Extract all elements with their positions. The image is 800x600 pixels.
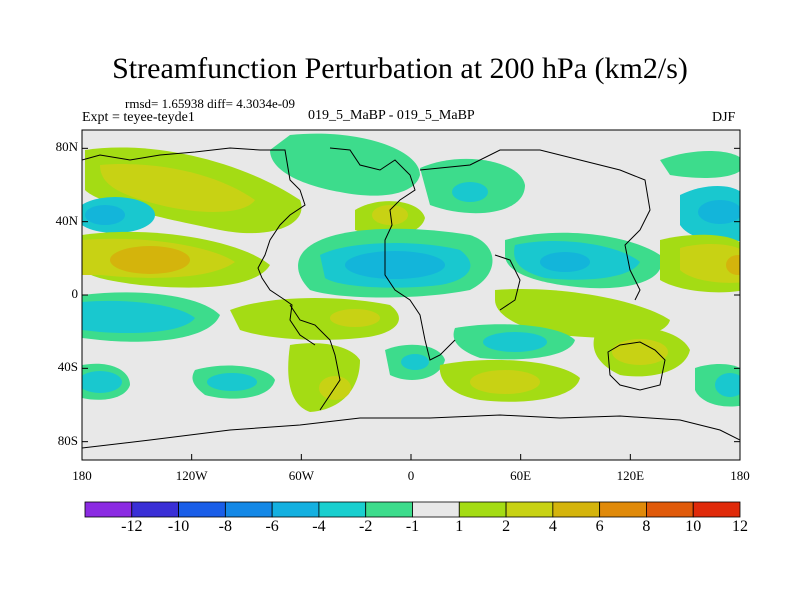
- contour-cyan: [540, 252, 590, 272]
- contour-gold: [726, 255, 740, 275]
- x-tick-label: 60W: [288, 468, 314, 483]
- colorbar-label: 2: [502, 518, 511, 535]
- contour-teal: [82, 300, 195, 334]
- contour-green: [495, 289, 670, 338]
- contour-yellow: [330, 309, 380, 327]
- colorbar-label: 10: [685, 518, 702, 535]
- coastline-eurasia: [329, 147, 456, 361]
- contour-yellow: [612, 339, 668, 365]
- x-tick-label: 180: [72, 468, 92, 483]
- x-tick-label: 0: [407, 468, 415, 483]
- colorbar-swatch: [318, 501, 367, 518]
- contour-teal: [82, 371, 122, 393]
- y-tick-label: 80N: [55, 139, 78, 155]
- season-label: DJF: [712, 110, 736, 125]
- contour-cyan: [345, 251, 445, 279]
- coastline-asia: [419, 149, 651, 301]
- colorbar-swatch: [646, 501, 694, 518]
- colorbar-label: -10: [167, 518, 190, 535]
- colorbar: [84, 501, 741, 518]
- colorbar-label: 8: [642, 518, 651, 535]
- colorbar-label: -1: [405, 518, 420, 535]
- contour-yellow: [372, 205, 408, 225]
- colorbar-swatch: [412, 501, 460, 518]
- contour-yellow: [470, 370, 540, 394]
- contour-green: [270, 133, 420, 196]
- y-tick-label: 0: [71, 286, 79, 301]
- colorbar-swatch: [224, 501, 273, 518]
- center-label: 019_5_MaBP - 019_5_MaBP: [308, 108, 475, 123]
- x-ticks: [81, 454, 741, 460]
- experiment-label: Expt = teyee-teyde1: [82, 110, 195, 125]
- colorbar-swatch: [84, 501, 133, 518]
- coastline-asia: [494, 254, 521, 311]
- coastline-south-america: [289, 304, 341, 411]
- coastline-north-america: [82, 147, 316, 346]
- coastline-antarctica: [82, 414, 740, 449]
- x-tick-label: 120W: [175, 468, 208, 483]
- stats-label: rmsd= 1.65938 diff= 4.3034e-09: [125, 96, 296, 111]
- contour-green: [660, 151, 740, 178]
- contour-green: [230, 298, 399, 340]
- colorbar-swatch: [692, 501, 741, 518]
- colorbar-label: 6: [595, 518, 604, 535]
- contour-gold: [110, 246, 190, 274]
- y-ticks: [82, 147, 740, 443]
- colorbar-label: -12: [121, 518, 143, 535]
- contour-teal: [452, 182, 488, 202]
- x-tick-label: 60E: [510, 468, 532, 483]
- contour-teal: [715, 373, 740, 397]
- contour-cyan: [85, 205, 125, 225]
- colorbar-swatch: [599, 501, 647, 518]
- coastlines: [82, 147, 740, 449]
- colorbar-label: 12: [732, 518, 748, 535]
- contour-yellow: [100, 164, 255, 212]
- colorbar-label: 4: [548, 518, 557, 535]
- colorbar-swatch: [552, 501, 601, 518]
- colorbar-swatch: [458, 501, 507, 518]
- contour-teal: [207, 373, 257, 391]
- field-layer: [82, 130, 740, 460]
- colorbar-swatch: [131, 501, 179, 518]
- colorbar-label: -8: [218, 518, 233, 535]
- contour-teal: [401, 354, 429, 370]
- colorbar-label: -6: [265, 518, 279, 535]
- colorbar-swatch: [178, 501, 226, 518]
- y-tick-label: 40N: [55, 212, 78, 228]
- colorbar-label: -4: [312, 518, 326, 535]
- x-tick-label: 120E: [616, 468, 645, 483]
- contour-cyan: [698, 200, 740, 224]
- chart-title: Streamfunction Perturbation at 200 hPa (…: [112, 52, 688, 85]
- y-tick-label: 80S: [57, 432, 78, 448]
- contour-yellow: [680, 244, 740, 283]
- x-tick-label: 180: [730, 468, 750, 483]
- colorbar-swatch: [271, 501, 320, 518]
- contour-teal: [483, 332, 547, 352]
- colorbar-label: 1: [455, 518, 464, 535]
- colorbar-label: -2: [359, 518, 373, 535]
- colorbar-swatch: [365, 501, 413, 518]
- colorbar-swatch: [505, 501, 554, 518]
- y-tick-label: 40S: [57, 359, 78, 375]
- coastline-australia: [607, 341, 666, 391]
